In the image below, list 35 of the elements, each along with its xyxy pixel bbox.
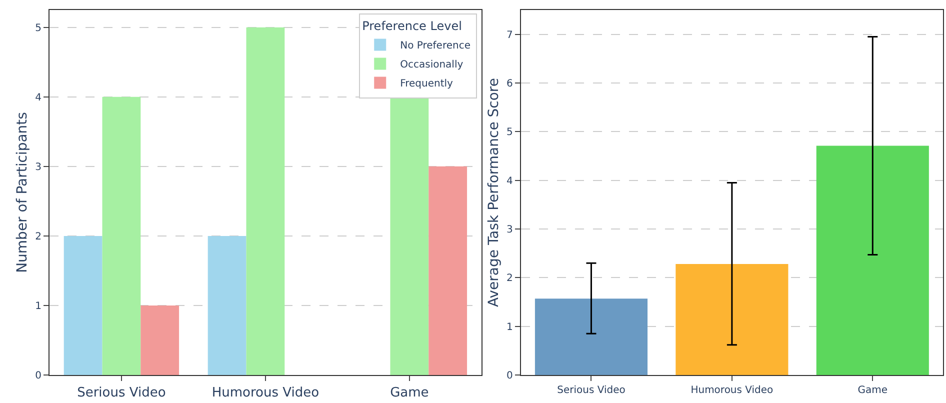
y-axis-title: Number of Participants	[14, 112, 31, 273]
y-tick-label: 1	[35, 300, 42, 312]
y-tick-label: 0	[35, 370, 42, 382]
y-tick-label: 0	[506, 370, 513, 382]
legend-label: Occasionally	[400, 60, 464, 71]
legend-label: Frequently	[400, 78, 454, 90]
bar	[208, 236, 246, 375]
x-tick-label: Serious Video	[557, 385, 626, 396]
x-tick-label: Humorous Video	[690, 385, 774, 396]
bar	[246, 27, 285, 375]
y-tick-label: 2	[35, 231, 42, 242]
x-tick-label: Humorous Video	[212, 386, 320, 401]
y-tick-label: 3	[35, 162, 42, 173]
bar	[102, 96, 141, 375]
bar	[534, 298, 648, 375]
bar	[816, 146, 929, 375]
y-tick-label: 5	[35, 22, 42, 34]
y-tick-label: 1	[506, 322, 513, 333]
bar	[428, 166, 468, 375]
y-tick-label: 7	[506, 30, 513, 41]
x-tick-label: Game	[858, 385, 888, 396]
bar	[64, 236, 102, 375]
x-tick-label: Serious Video	[77, 386, 166, 401]
y-tick-label: 4	[35, 92, 42, 104]
y-tick-label: 6	[506, 78, 513, 90]
y-tick-label: 4	[506, 176, 513, 187]
x-tick-label: Game	[390, 386, 429, 401]
bar	[676, 264, 788, 375]
legend-title: Preference Level	[362, 19, 462, 34]
y-tick-label: 3	[506, 224, 513, 236]
y-tick-label: 2	[506, 273, 513, 284]
y-tick-label: 5	[506, 127, 513, 138]
y-axis-title: Average Task Performance Score	[486, 78, 502, 307]
legend-label: No Preference	[400, 40, 470, 52]
bar	[140, 305, 180, 375]
